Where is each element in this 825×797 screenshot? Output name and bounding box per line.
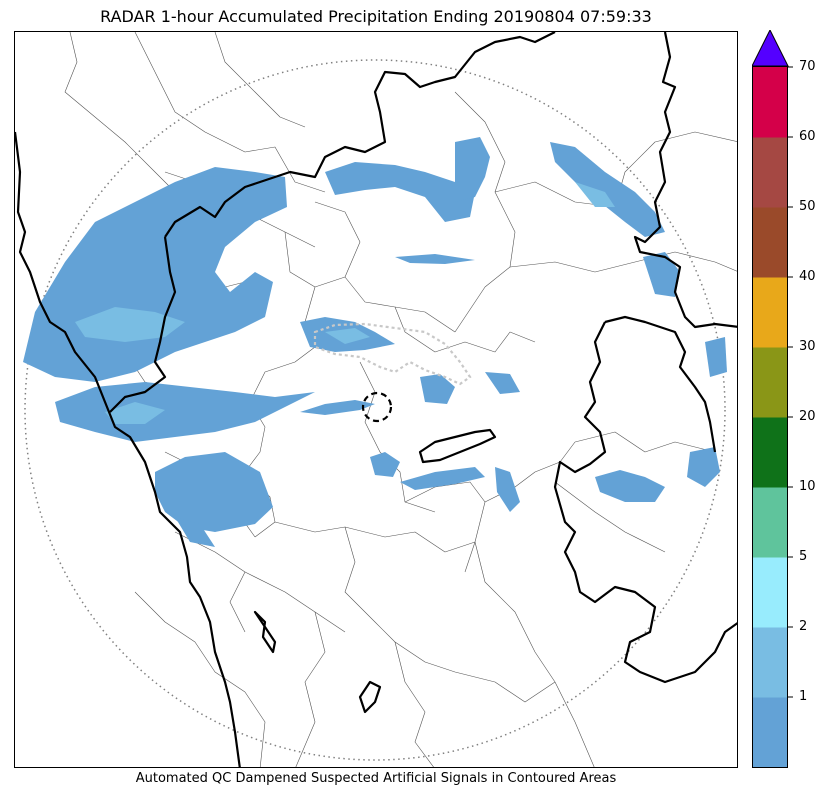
colorbar-tick-label: 50 <box>799 199 816 214</box>
precip-area-small-2 <box>485 372 520 394</box>
precip-area-north <box>455 137 490 202</box>
colorbar-tick-label: 30 <box>799 339 816 354</box>
precip-area-north-band <box>325 162 475 222</box>
colorbar-bin <box>753 697 788 768</box>
colorbar-tick-marks <box>788 66 793 698</box>
colorbar-bin <box>753 557 788 628</box>
colorbar-tick-label: 40 <box>799 269 816 284</box>
colorbar-frame <box>752 66 788 768</box>
colorbar-bin <box>753 277 788 348</box>
colorbar-bin <box>753 67 788 138</box>
map-canvas <box>15 32 737 767</box>
colorbar-tick-label: 2 <box>799 619 808 634</box>
colorbar-tick-label: 1 <box>799 689 808 704</box>
colorbar-bin <box>753 417 788 488</box>
colorbar-tick-label: 70 <box>799 59 816 74</box>
range-ring <box>24 59 726 761</box>
colorbar: 1 2 5 10 20 30 40 50 60 70 <box>751 28 825 770</box>
precip-area-small-1 <box>395 254 475 264</box>
precipitation-layer-moderate <box>75 182 615 424</box>
colorbar-bin <box>753 487 788 558</box>
qc-caption: Automated QC Dampened Suspected Artifici… <box>135 771 617 786</box>
colorbar-tick-label: 60 <box>799 129 816 144</box>
precip-area-west-north <box>23 167 287 382</box>
chart-title: RADAR 1-hour Accumulated Precipitation E… <box>100 7 652 26</box>
colorbar-bin <box>753 137 788 208</box>
state-boundaries <box>15 32 737 767</box>
precip-area-west-south <box>155 452 273 532</box>
precip-area-west-mid <box>55 382 315 442</box>
precip-area-east-north <box>643 252 680 297</box>
precipitation-layer <box>23 137 727 547</box>
colorbar-bin <box>753 347 788 418</box>
precip-area-center-south <box>370 452 400 477</box>
precip-area-center-streak <box>300 400 375 415</box>
precip-area-northeast <box>550 142 665 237</box>
precip-area-center-east <box>420 374 455 404</box>
colorbar-tick-label: 5 <box>799 549 808 564</box>
precip-area-south-streak <box>400 467 485 490</box>
colorbar-bin <box>753 207 788 278</box>
precip-area-east-edge <box>687 447 720 487</box>
colorbar-bins <box>753 67 788 768</box>
colorbar-graphic <box>751 28 793 768</box>
precip-area-southeast <box>495 467 520 512</box>
precip-area-east-edge2 <box>705 337 727 377</box>
radar-map[interactable] <box>14 31 738 768</box>
colorbar-tick-label: 20 <box>799 409 816 424</box>
colorbar-bin <box>753 627 788 698</box>
precip-area-east <box>595 470 665 502</box>
radar-site-marker <box>361 391 393 423</box>
colorbar-tick-label: 10 <box>799 479 816 494</box>
colorbar-extend-triangle <box>751 28 789 67</box>
precip-area-small-3 <box>175 517 215 547</box>
